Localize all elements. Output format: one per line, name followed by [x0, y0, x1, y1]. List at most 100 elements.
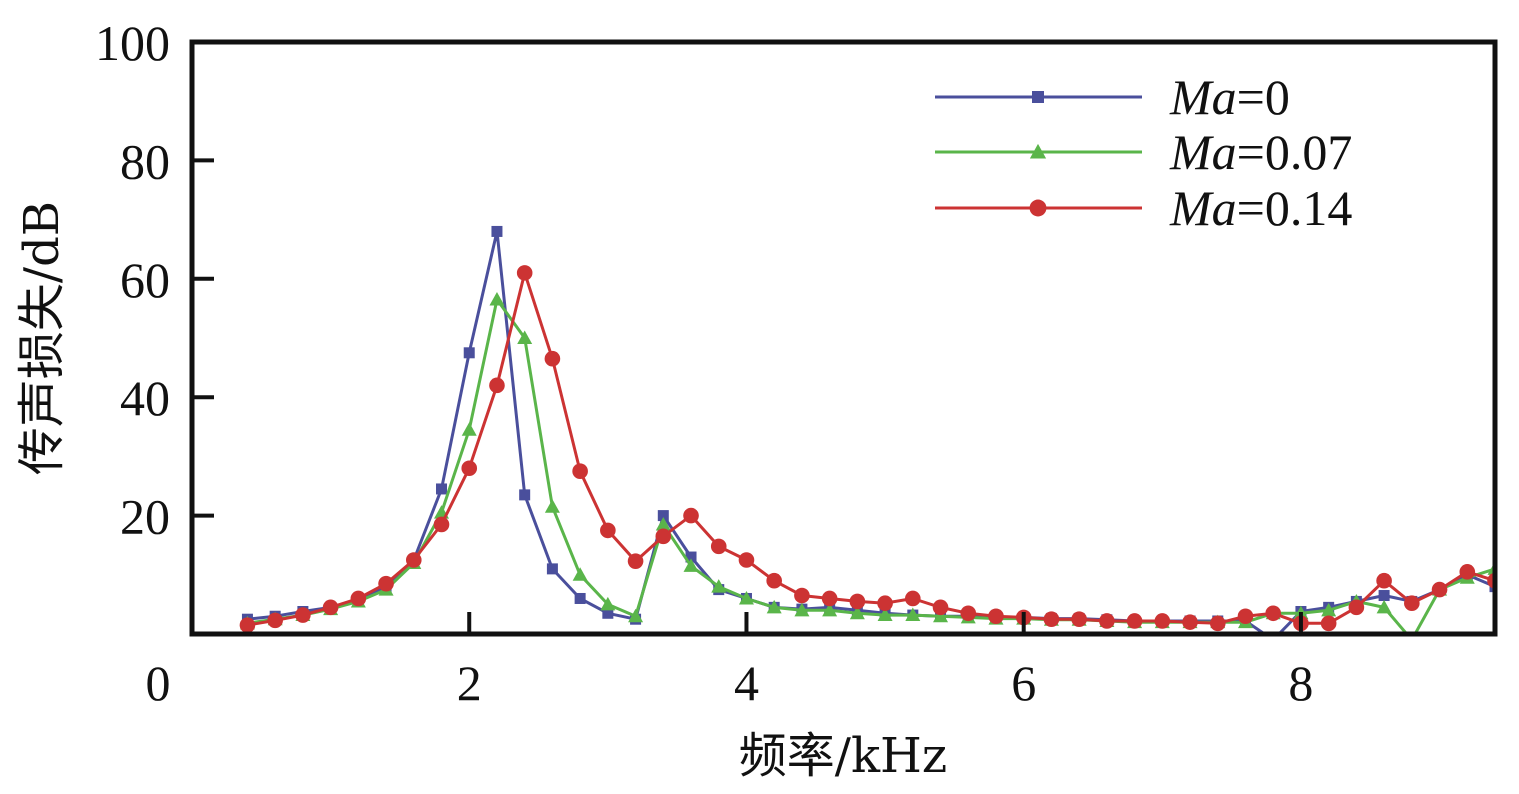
data-layer	[239, 225, 1495, 632]
x-tick-label: 2	[457, 655, 482, 711]
data-point	[572, 567, 588, 581]
data-point	[574, 592, 586, 604]
data-point	[489, 292, 505, 306]
data-point	[683, 558, 699, 572]
data-point	[600, 522, 616, 539]
data-point	[685, 551, 697, 563]
data-point	[1265, 605, 1282, 622]
data-point	[405, 552, 422, 568]
data-point	[1459, 564, 1476, 580]
data-point	[905, 607, 921, 622]
data-point	[602, 607, 614, 619]
y-tick-label: 40	[120, 370, 170, 426]
data-point	[378, 575, 394, 592]
series-line	[247, 271, 1495, 627]
data-point	[822, 602, 838, 617]
data-point	[1320, 615, 1337, 632]
data-point	[628, 608, 644, 623]
data-point	[461, 422, 477, 436]
data-point	[1404, 595, 1420, 612]
data-point	[267, 612, 283, 629]
plot-frame	[189, 39, 1498, 637]
data-point	[1321, 602, 1337, 617]
x-axis-title: 频率/kHz	[739, 728, 947, 784]
data-point	[1376, 572, 1392, 589]
legend-label: Ma=0.14	[1169, 180, 1352, 236]
series-line	[247, 229, 1495, 632]
y-tick-label: 100	[95, 15, 170, 71]
data-point	[849, 593, 866, 610]
data-point	[463, 347, 475, 359]
data-point	[988, 608, 1004, 625]
data-point	[683, 507, 699, 524]
data-point	[1071, 611, 1087, 627]
data-point	[350, 590, 367, 607]
legend-label: Ma=0	[1169, 69, 1290, 125]
data-point	[600, 596, 616, 611]
data-point	[461, 460, 478, 477]
data-point	[794, 602, 810, 617]
data-point	[491, 225, 503, 237]
data-point	[710, 538, 727, 555]
data-point	[239, 617, 256, 632]
data-point	[489, 377, 505, 394]
data-point	[1099, 613, 1115, 629]
data-point	[295, 607, 311, 623]
data-point	[657, 510, 669, 522]
data-point	[1182, 614, 1198, 630]
data-point	[516, 265, 533, 281]
legend-item: Ma=0.14	[935, 180, 1352, 236]
data-point	[738, 552, 755, 568]
x-tick-label: 0	[146, 655, 171, 711]
series-circle	[239, 265, 1495, 632]
data-point	[933, 608, 949, 623]
data-point	[877, 607, 893, 622]
data-point	[1032, 91, 1044, 103]
data-point	[546, 563, 558, 575]
data-point	[905, 590, 921, 607]
data-point	[519, 489, 531, 501]
data-point	[572, 463, 588, 480]
data-point	[655, 516, 671, 531]
x-tick-label: 6	[1011, 655, 1036, 711]
data-point	[544, 350, 561, 367]
data-point	[877, 595, 893, 612]
data-point	[711, 579, 727, 593]
legend-item: Ma=0.07	[935, 124, 1352, 180]
series-line	[247, 298, 1495, 632]
ticks-layer: 0 2 4 6 8 20 40 60 80 100	[95, 15, 1313, 711]
legend-item: Ma=0	[935, 69, 1290, 125]
data-point	[322, 599, 339, 616]
data-point	[766, 572, 782, 589]
series-square	[241, 225, 1495, 632]
data-point	[1348, 599, 1365, 616]
data-point	[1029, 199, 1047, 217]
series-triangle	[239, 292, 1495, 632]
data-point	[932, 599, 949, 616]
y-axis-title: 传声损失/dB	[14, 201, 70, 475]
y-tick-label: 20	[120, 489, 170, 545]
data-point	[960, 605, 977, 622]
data-point	[1154, 613, 1171, 629]
data-point	[794, 587, 810, 604]
data-point	[1376, 599, 1392, 614]
x-tick-label: 8	[1288, 655, 1313, 711]
data-point	[1237, 608, 1254, 625]
data-point	[655, 528, 672, 545]
y-tick-label: 80	[120, 133, 170, 189]
x-tick-label: 4	[734, 655, 759, 711]
data-point	[433, 516, 450, 533]
data-point	[821, 590, 838, 607]
legend-label: Ma=0.07	[1169, 124, 1352, 180]
data-point	[1209, 615, 1226, 632]
data-point	[627, 553, 644, 569]
data-point	[1126, 613, 1143, 629]
data-point	[1431, 581, 1448, 598]
data-point	[1029, 143, 1047, 159]
data-point	[544, 499, 560, 513]
data-point	[766, 599, 782, 614]
data-point	[738, 590, 754, 605]
data-point	[849, 605, 865, 620]
